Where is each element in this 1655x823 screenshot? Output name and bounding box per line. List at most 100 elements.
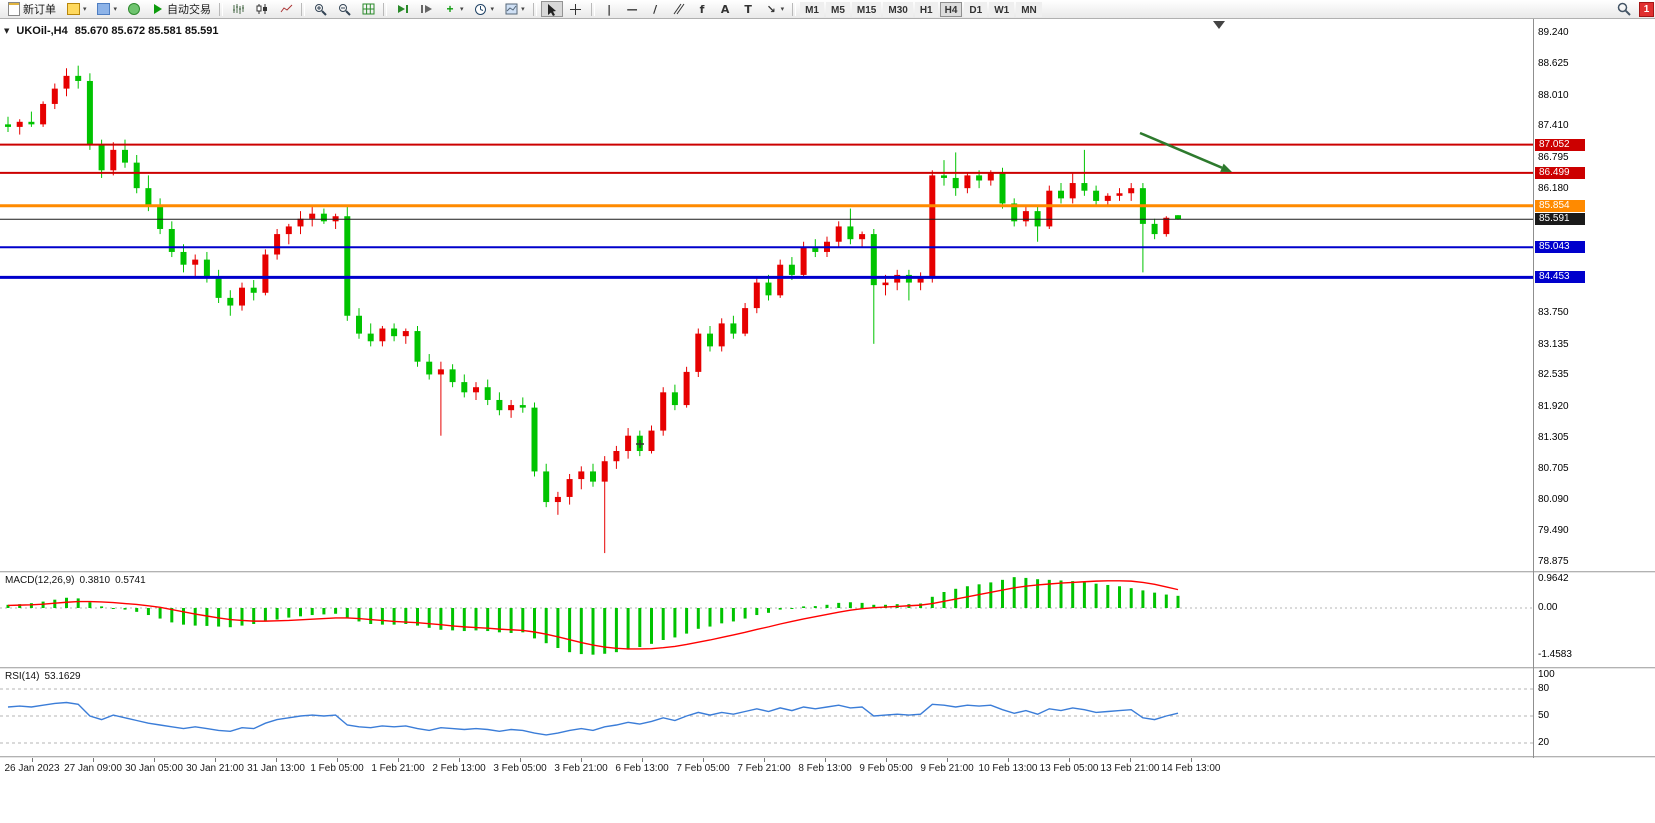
- cursor-tool-button[interactable]: [540, 1, 563, 17]
- price-tick: 89.240: [1538, 26, 1569, 38]
- chart-symbol-label: UKOil-,H4: [16, 25, 68, 37]
- text-tool-icon: A: [720, 2, 730, 16]
- time-axis-label: 31 Jan 13:00: [247, 763, 305, 774]
- panel-separator[interactable]: [0, 571, 1655, 573]
- autotrade-button[interactable]: 自动交易: [147, 1, 215, 17]
- line-chart-button[interactable]: [275, 1, 297, 17]
- rsi-panel: RSI(14) 53.1629 100 80 50 20: [0, 669, 1655, 756]
- autotrade-label: 自动交易: [167, 4, 212, 16]
- panel-separator[interactable]: [0, 667, 1655, 669]
- channel-tool-button[interactable]: [668, 1, 690, 17]
- crosshair-tool-button[interactable]: [565, 1, 587, 17]
- time-axis-label: 30 Jan 21:00: [186, 763, 244, 774]
- horizontal-level-lines[interactable]: [0, 143, 1533, 279]
- price-tick: 88.010: [1538, 89, 1569, 101]
- price-tick: 80.090: [1538, 494, 1569, 505]
- grid-icon: [361, 3, 375, 16]
- timeframe-button-MN[interactable]: MN: [1016, 1, 1042, 17]
- trend-arrow-annotation[interactable]: [1139, 131, 1232, 172]
- label-tool-button[interactable]: T: [738, 1, 759, 17]
- symbol-dropdown-icon[interactable]: ▼: [4, 27, 10, 35]
- grid-button[interactable]: [357, 1, 379, 17]
- template-icon: [504, 3, 518, 16]
- zoom-in-button[interactable]: [309, 1, 331, 17]
- timeframe-button-H1[interactable]: H1: [914, 1, 938, 17]
- time-tick: [337, 758, 338, 762]
- horizontal-line-icon: —: [626, 2, 638, 16]
- timeframe-button-M5[interactable]: M5: [826, 1, 850, 17]
- price-tick: 86.180: [1538, 183, 1569, 195]
- chart-shift-button[interactable]: [415, 1, 437, 17]
- timeframe-button-D1[interactable]: D1: [964, 1, 988, 17]
- autotrade-play-icon: [154, 4, 163, 14]
- horizontal-line-tool-button[interactable]: —: [622, 1, 643, 17]
- auto-scroll-button[interactable]: [391, 1, 413, 17]
- price-tick: 86.795: [1538, 151, 1569, 163]
- vertical-line-tool-button[interactable]: |: [599, 1, 620, 17]
- auto-scroll-icon: [395, 3, 409, 16]
- add-indicator-icon: +: [446, 2, 454, 16]
- price-tick: 88.625: [1538, 58, 1569, 70]
- time-axis-label: 9 Feb 21:00: [920, 763, 974, 774]
- macd-axis: 0.9642 0.00 -1.4583: [1534, 573, 1655, 667]
- time-axis-label: 1 Feb 05:00: [310, 763, 364, 774]
- zoom-out-button[interactable]: [333, 1, 355, 17]
- price-level-badge: 86.499: [1535, 166, 1585, 179]
- rsi-axis-label: 20: [1538, 737, 1550, 748]
- price-level-badge: 85.043: [1535, 241, 1585, 254]
- notification-badge[interactable]: 1: [1639, 1, 1654, 17]
- fibonacci-tool-button[interactable]: f: [692, 1, 713, 17]
- main-toolbar: 新订单 ▾ ▾ 自动交易: [0, 0, 1655, 19]
- search-button[interactable]: [1613, 1, 1635, 17]
- time-axis-label: 3 Feb 05:00: [493, 763, 547, 774]
- time-axis-label: 1 Feb 21:00: [371, 763, 425, 774]
- main-price-chart[interactable]: [0, 18, 1533, 571]
- chart-title: ▼ UKOil-,H4 85.670 85.672 85.581 85.591: [4, 25, 218, 37]
- timeframe-button-M15[interactable]: M15: [851, 1, 882, 17]
- zoom-in-icon: [313, 3, 327, 16]
- profiles-button[interactable]: ▾: [93, 1, 122, 17]
- timeframe-button-M30[interactable]: M30: [883, 1, 913, 17]
- toolbar-separator: [219, 2, 224, 16]
- macd-label: MACD(12,26,9) 0.3810 0.5741: [5, 575, 146, 586]
- signals-icon: [128, 3, 141, 15]
- time-tick: [154, 758, 155, 762]
- signals-button[interactable]: [123, 1, 145, 17]
- time-axis-label: 14 Feb 13:00: [1161, 763, 1221, 774]
- periods-button[interactable]: ▾: [470, 1, 499, 17]
- macd-histogram: [6, 577, 1180, 655]
- chart-shift-marker[interactable]: [1213, 21, 1225, 29]
- macd-hist-value: 0.3810: [79, 575, 111, 586]
- chart-area: ▼ UKOil-,H4 85.670 85.672 85.581 85.591 …: [0, 18, 1655, 571]
- toolbar-separator: [590, 2, 595, 16]
- candlestick-chart-button[interactable]: [251, 1, 273, 17]
- price-tick: 80.705: [1538, 462, 1569, 474]
- trendline-icon: /: [653, 2, 658, 16]
- new-chart-button[interactable]: ▾: [62, 1, 91, 17]
- new-order-label: 新订单: [23, 4, 56, 16]
- timeframe-button-M1[interactable]: M1: [800, 1, 824, 17]
- text-tool-button[interactable]: A: [715, 1, 736, 17]
- rsi-axis-label: 100: [1538, 669, 1555, 680]
- new-order-button[interactable]: 新订单: [3, 1, 60, 17]
- timeframe-button-W1[interactable]: W1: [989, 1, 1015, 17]
- time-tick: [1069, 758, 1070, 762]
- time-tick: [642, 758, 643, 762]
- price-tick: 79.490: [1538, 524, 1569, 536]
- time-axis[interactable]: 26 Jan 2023 27 Jan 09:00 30 Jan 05:00 30 Ja…: [0, 758, 1655, 782]
- indicators-button[interactable]: + ▾: [439, 1, 468, 17]
- timeframe-button-H4[interactable]: H4: [939, 1, 963, 17]
- templates-button[interactable]: ▾: [500, 1, 529, 17]
- macd-panel: MACD(12,26,9) 0.3810 0.5741 0.9642 0.00 -1…: [0, 573, 1655, 667]
- time-axis-label: 3 Feb 21:00: [554, 763, 608, 774]
- macd-chart[interactable]: [0, 573, 1533, 667]
- rsi-chart[interactable]: [0, 669, 1533, 756]
- chart-ohlc-values: 85.670 85.672 85.581 85.591: [74, 25, 219, 37]
- arrows-tool-button[interactable]: ↘ ▾: [761, 1, 789, 17]
- time-tick: [764, 758, 765, 762]
- bar-chart-button[interactable]: [227, 1, 249, 17]
- trendline-tool-button[interactable]: /: [645, 1, 666, 17]
- macd-axis-label: -1.4583: [1538, 648, 1572, 660]
- chevron-down-icon: ▾: [113, 5, 118, 13]
- price-axis[interactable]: 89.240 88.625 88.010 87.410 86.795 86.180 83.7…: [1534, 18, 1655, 571]
